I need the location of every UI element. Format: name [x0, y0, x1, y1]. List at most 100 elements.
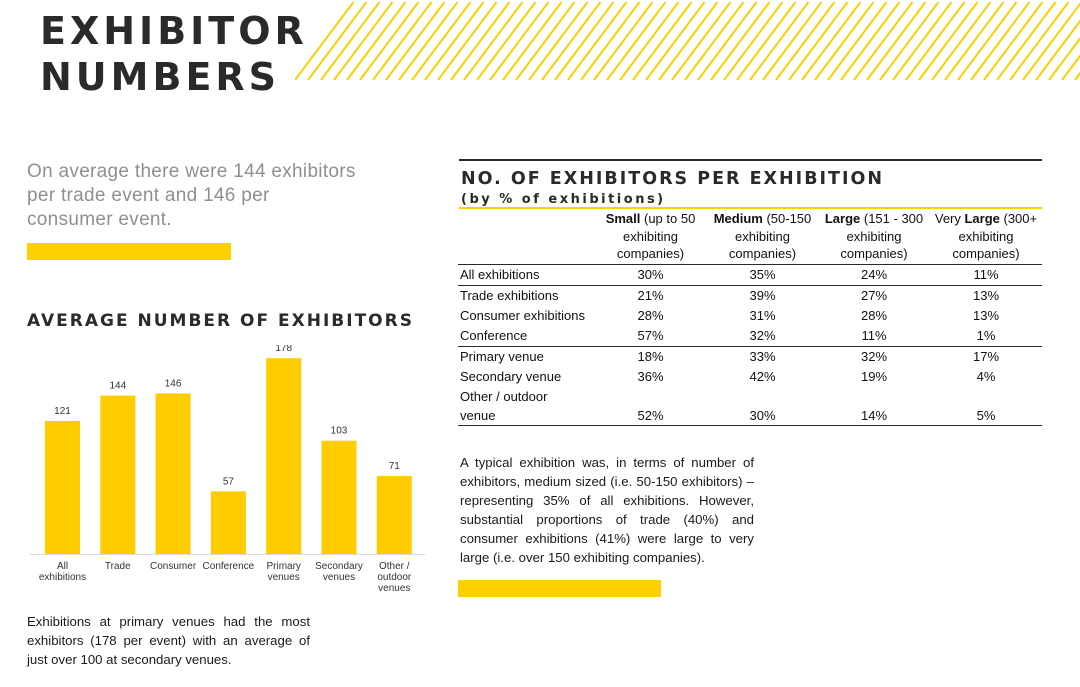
hatch-line	[437, 2, 498, 80]
table-header-row: Small (up to 50 exhibiting companies) Me…	[458, 210, 1042, 264]
data-label: 57	[223, 476, 235, 487]
category-label: All	[57, 561, 68, 572]
table-cell: 30%	[637, 266, 664, 282]
table-cell: 57%	[637, 327, 664, 343]
hatch-line	[762, 2, 823, 80]
hatch-line	[528, 2, 589, 80]
table-top-rule	[459, 159, 1042, 161]
hatch-line	[879, 2, 940, 80]
table-cell: 31%	[749, 307, 776, 323]
column-header-small: Small (up to 50 exhibiting companies)	[605, 211, 696, 261]
table-cell: 35%	[749, 266, 776, 282]
table-cell: 14%	[860, 407, 888, 423]
hatch-line	[346, 2, 407, 80]
row-label: All exhibitions	[460, 266, 540, 282]
category-label: venues	[378, 583, 410, 594]
hatch-line	[983, 2, 1044, 80]
table-cell: 24%	[860, 266, 888, 282]
table-row: Conference 57% 32% 11% 1%	[458, 326, 1042, 346]
category-label: Consumer	[150, 561, 197, 572]
hatch-line	[723, 2, 784, 80]
hatch-line	[1061, 54, 1080, 80]
hatch-line	[1035, 19, 1080, 80]
hatch-line	[788, 2, 849, 80]
hatch-line	[866, 2, 927, 80]
table-cell: 21%	[637, 287, 664, 303]
hatch-line	[931, 2, 992, 80]
table-title: NO. OF EXHIBITORS PER EXHIBITION	[461, 169, 885, 189]
hatch-line	[710, 2, 771, 80]
table-row: Consumer exhibitions 28% 31% 28% 13%	[458, 306, 1042, 326]
hatch-line	[996, 2, 1057, 80]
hatch-line	[736, 2, 797, 80]
hatch-line	[333, 2, 394, 80]
hatch-line	[606, 2, 667, 80]
hatch-line	[671, 2, 732, 80]
page-title: EXHIBITOR NUMBERS	[40, 8, 308, 100]
row-label: Trade exhibitions	[460, 287, 559, 303]
column-header-medium: Medium (50-150 exhibiting companies)	[713, 211, 812, 261]
hatch-line	[775, 2, 836, 80]
note-accent-bar	[458, 580, 661, 597]
table-cell: 11%	[973, 266, 999, 282]
table-cell: 30%	[749, 407, 776, 423]
hatch-line	[359, 2, 420, 80]
category-label: Trade	[105, 561, 131, 572]
hatch-line	[970, 2, 1031, 80]
data-label: 178	[275, 345, 292, 354]
category-label: venues	[268, 572, 300, 583]
hatch-line	[307, 2, 368, 80]
hatch-line	[619, 2, 680, 80]
bar	[45, 420, 80, 554]
hatch-line	[463, 2, 524, 80]
table-subtitle: (by % of exhibitions)	[461, 192, 666, 207]
hatch-line	[424, 2, 485, 80]
hatch-line	[411, 2, 472, 80]
bar	[210, 491, 246, 554]
table-cell: 33%	[749, 348, 776, 364]
row-label: Consumer exhibitions	[460, 307, 586, 323]
exhibitors-per-exhibition-table: Small (up to 50 exhibiting companies) Me…	[458, 210, 1042, 426]
hatch-line	[840, 2, 901, 80]
category-label: Primary	[266, 561, 300, 572]
bar	[376, 475, 412, 554]
page-title-line-1: EXHIBITOR	[40, 9, 308, 53]
hatch-line	[853, 2, 914, 80]
table-cell: 17%	[972, 348, 1000, 364]
hatch-line	[1009, 2, 1070, 80]
row-label: Other / outdoor venue	[460, 388, 548, 423]
hatch-line	[1048, 37, 1080, 80]
bar	[321, 440, 357, 554]
hatch-line	[502, 2, 563, 80]
chart-title: AVERAGE NUMBER OF EXHIBITORS	[27, 311, 414, 331]
table-cell: 52%	[637, 407, 664, 423]
hatch-line	[749, 2, 810, 80]
table-row: All exhibitions 30% 35% 24% 11%	[458, 264, 1042, 285]
hatch-line	[541, 2, 602, 80]
table-cell: 18%	[637, 348, 664, 364]
table-cell: 11%	[861, 327, 887, 343]
data-label: 146	[165, 378, 182, 389]
row-label: Conference	[460, 327, 528, 343]
hatch-line	[957, 2, 1018, 80]
hatch-line	[801, 2, 862, 80]
table-corner-cell	[458, 210, 594, 264]
hatch-line	[515, 2, 576, 80]
category-label: venues	[323, 572, 355, 583]
bar	[155, 393, 191, 554]
table-cell: 28%	[860, 307, 888, 323]
hatch-line	[905, 2, 966, 80]
table-cell: 13%	[972, 307, 1000, 323]
hatch-line	[295, 2, 355, 80]
hatch-line	[1022, 2, 1080, 80]
table-cell: 13%	[972, 287, 1000, 303]
table-cell: 4%	[976, 368, 996, 384]
table-row: Other / outdoor venue 52% 30% 14% 5%	[458, 387, 1042, 425]
hatch-line	[593, 2, 654, 80]
table-cell: 28%	[637, 307, 664, 323]
bar	[266, 358, 302, 554]
table-cell: 32%	[749, 327, 776, 343]
hatch-line	[944, 2, 1005, 80]
hatch-line	[398, 2, 459, 80]
hatch-line	[450, 2, 511, 80]
